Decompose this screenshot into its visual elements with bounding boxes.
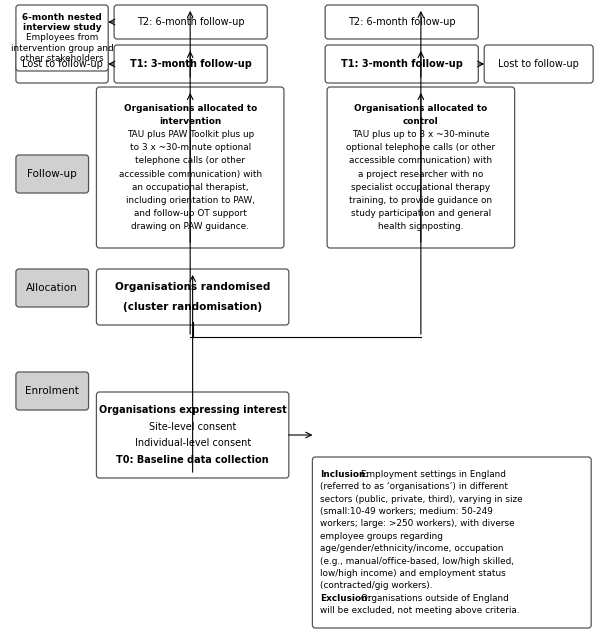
Text: (cluster randomisation): (cluster randomisation) (123, 303, 262, 313)
Text: accessible communication) with: accessible communication) with (119, 170, 262, 179)
Text: accessible communication) with: accessible communication) with (349, 156, 492, 165)
Text: T0: Baseline data collection: T0: Baseline data collection (116, 455, 269, 465)
FancyBboxPatch shape (327, 87, 515, 248)
Text: sectors (public, private, third), varying in size: sectors (public, private, third), varyin… (320, 494, 523, 504)
FancyBboxPatch shape (325, 45, 479, 83)
Text: other stakeholders: other stakeholders (20, 54, 104, 63)
Text: Lost to follow-up: Lost to follow-up (498, 59, 579, 69)
FancyBboxPatch shape (16, 5, 108, 71)
FancyBboxPatch shape (484, 45, 593, 83)
Text: Employment settings in England: Employment settings in England (358, 470, 506, 479)
Text: (contracted/gig workers).: (contracted/gig workers). (320, 581, 433, 591)
Text: interview study: interview study (23, 23, 101, 32)
FancyBboxPatch shape (16, 372, 88, 410)
Text: Site-level consent: Site-level consent (149, 422, 237, 432)
Text: optional telephone calls (or other: optional telephone calls (or other (346, 144, 495, 153)
Text: Enrolment: Enrolment (25, 386, 79, 396)
Text: intervention: intervention (159, 118, 222, 127)
Text: T2: 6-month follow-up: T2: 6-month follow-up (137, 17, 244, 27)
Text: (e.g., manual/office-based, low/high skilled,: (e.g., manual/office-based, low/high ski… (320, 556, 514, 565)
Text: workers; large: >250 workers), with diverse: workers; large: >250 workers), with dive… (320, 520, 515, 529)
Text: low/high income) and employment status: low/high income) and employment status (320, 569, 506, 578)
Text: control: control (403, 118, 439, 127)
FancyBboxPatch shape (96, 269, 289, 325)
Text: an occupational therapist,: an occupational therapist, (132, 182, 249, 192)
Text: Organisations expressing interest: Organisations expressing interest (99, 404, 287, 415)
Text: health signposting.: health signposting. (378, 222, 464, 230)
Text: age/gender/ethnicity/income, occupation: age/gender/ethnicity/income, occupation (320, 544, 504, 553)
FancyBboxPatch shape (325, 5, 479, 39)
Text: (small:10-49 workers; medium: 50-249: (small:10-49 workers; medium: 50-249 (320, 507, 493, 516)
Text: telephone calls (or other: telephone calls (or other (135, 156, 245, 165)
Text: drawing on PAW guidance.: drawing on PAW guidance. (131, 222, 249, 230)
FancyBboxPatch shape (114, 45, 267, 83)
Text: a project researcher with no: a project researcher with no (358, 170, 483, 179)
Text: Organisations randomised: Organisations randomised (115, 282, 270, 292)
Text: including orientation to PAW,: including orientation to PAW, (126, 196, 255, 204)
Text: intervention group and: intervention group and (11, 44, 113, 53)
Text: Inclusion:: Inclusion: (320, 470, 369, 479)
FancyBboxPatch shape (114, 5, 267, 39)
Text: training, to provide guidance on: training, to provide guidance on (349, 196, 492, 204)
Text: (referred to as ‘organisations’) in different: (referred to as ‘organisations’) in diff… (320, 482, 508, 491)
FancyBboxPatch shape (312, 457, 591, 628)
Text: will be excluded, not meeting above criteria.: will be excluded, not meeting above crit… (320, 606, 520, 615)
FancyBboxPatch shape (96, 87, 284, 248)
Text: Organisations allocated to: Organisations allocated to (123, 104, 257, 113)
Text: T2: 6-month follow-up: T2: 6-month follow-up (348, 17, 456, 27)
Text: employee groups regarding: employee groups regarding (320, 532, 443, 541)
Text: TAU plus PAW Toolkit plus up: TAU plus PAW Toolkit plus up (126, 130, 254, 139)
Text: to 3 x ~30-minute optional: to 3 x ~30-minute optional (129, 144, 251, 153)
Text: TAU plus up to 3 x ~30-minute: TAU plus up to 3 x ~30-minute (352, 130, 489, 139)
FancyBboxPatch shape (96, 392, 289, 478)
Text: Exclusion:: Exclusion: (320, 594, 371, 603)
Text: Allocation: Allocation (26, 283, 78, 293)
Text: Organisations allocated to: Organisations allocated to (354, 104, 488, 113)
Text: T1: 3-month follow-up: T1: 3-month follow-up (341, 59, 463, 69)
FancyBboxPatch shape (16, 155, 88, 193)
Text: T1: 3-month follow-up: T1: 3-month follow-up (129, 59, 252, 69)
Text: Individual-level consent: Individual-level consent (134, 439, 251, 448)
FancyBboxPatch shape (16, 45, 108, 83)
Text: Organisations outside of England: Organisations outside of England (358, 594, 508, 603)
Text: study participation and general: study participation and general (351, 208, 491, 218)
Text: specialist occupational therapy: specialist occupational therapy (352, 182, 491, 192)
Text: Employees from: Employees from (26, 34, 98, 42)
Text: Lost to follow-up: Lost to follow-up (22, 59, 102, 69)
FancyBboxPatch shape (16, 269, 88, 307)
Text: Follow-up: Follow-up (27, 169, 77, 179)
Text: 6-month nested: 6-month nested (22, 13, 102, 22)
Text: and follow-up OT support: and follow-up OT support (134, 208, 247, 218)
